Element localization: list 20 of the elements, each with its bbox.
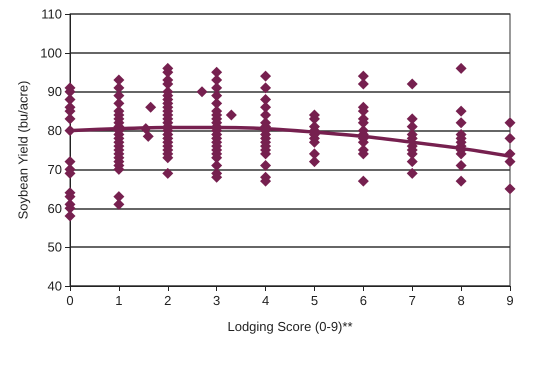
y-tick-label: 100 <box>40 45 62 60</box>
x-tick-label: 6 <box>360 293 367 308</box>
x-tick-label: 7 <box>408 293 416 308</box>
x-tick-label: 4 <box>262 293 270 308</box>
x-axis-title: Lodging Score (0-9)** <box>227 319 353 334</box>
x-tick-label: 5 <box>310 293 318 308</box>
x-tick-label: 2 <box>164 293 172 308</box>
y-tick-label: 60 <box>48 200 62 216</box>
x-tick-label: 1 <box>115 293 123 308</box>
y-tick-label: 70 <box>48 162 62 177</box>
y-tick-label: 40 <box>48 278 62 294</box>
y-tick-label: 110 <box>41 6 62 22</box>
y-tick-label: 50 <box>48 240 62 255</box>
x-tick-label: 9 <box>506 293 514 308</box>
y-axis-title: Soybean Yield (bu/acre) <box>15 80 30 220</box>
x-tick-label: 3 <box>213 293 220 308</box>
x-tick-label: 0 <box>66 293 74 308</box>
x-tick-label: 8 <box>457 293 465 308</box>
y-tick-label: 90 <box>48 84 62 100</box>
y-tick-label: 80 <box>48 123 62 138</box>
